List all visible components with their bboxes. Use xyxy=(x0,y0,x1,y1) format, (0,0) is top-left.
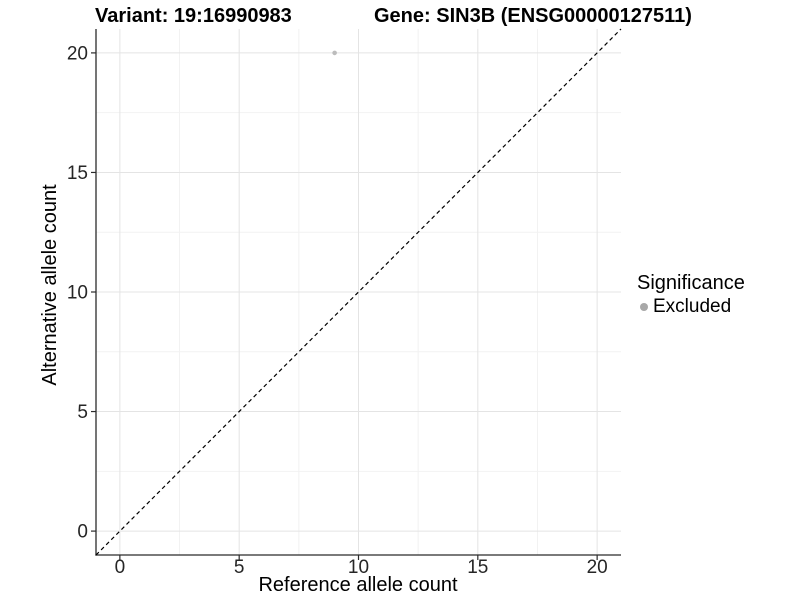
plot-title-gene: Gene: SIN3B (ENSG00000127511) xyxy=(374,5,692,27)
legend-title: Significance xyxy=(637,272,745,294)
data-points xyxy=(332,50,337,56)
y-tick-label: 10 xyxy=(67,283,88,304)
y-tick-label: 20 xyxy=(67,43,88,64)
x-axis-title: Reference allele count xyxy=(258,574,457,596)
axis-tick-marks xyxy=(91,52,598,560)
axis-tick-labels: 0 5 10 15 20 0 5 10 15 20 xyxy=(67,43,608,578)
legend-key-point-icon xyxy=(640,303,648,311)
x-tick-label: 20 xyxy=(587,557,608,578)
x-tick-label: 10 xyxy=(348,557,369,578)
y-tick-label: 0 xyxy=(77,522,88,543)
legend-item-label: Excluded xyxy=(653,296,732,317)
y-tick-label: 5 xyxy=(77,402,88,423)
identity-reference-line xyxy=(95,28,622,556)
y-axis-title: Alternative allele count xyxy=(39,184,61,386)
x-tick-label: 5 xyxy=(234,557,245,578)
x-tick-label: 15 xyxy=(467,557,488,578)
y-tick-label: 15 xyxy=(67,163,88,184)
data-point xyxy=(332,50,337,56)
legend-items: Excluded xyxy=(637,296,745,318)
x-tick-label: 0 xyxy=(115,557,126,578)
gridlines-major xyxy=(96,29,621,555)
plot-title-row: Variant: 19:16990983 Gene: SIN3B (ENSG00… xyxy=(0,5,800,29)
legend: Significance Excluded xyxy=(637,273,745,318)
plot-title-variant: Variant: 19:16990983 xyxy=(95,5,292,27)
identity-line xyxy=(95,28,622,556)
legend-item: Excluded xyxy=(637,296,745,318)
